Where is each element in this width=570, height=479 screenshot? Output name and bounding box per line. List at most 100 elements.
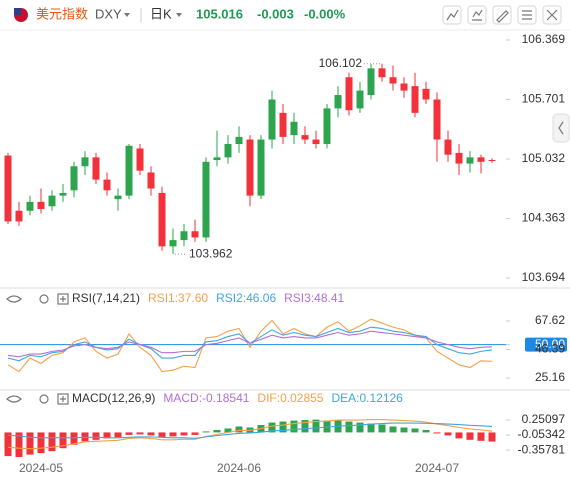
tool-settings[interactable] bbox=[517, 5, 537, 25]
flag-canton bbox=[14, 8, 21, 15]
macd-bar bbox=[4, 432, 12, 457]
candle-body bbox=[389, 77, 397, 84]
macd-bar bbox=[345, 421, 353, 433]
visibility-toggle[interactable] bbox=[6, 295, 22, 303]
y-tick-label: 25.16 bbox=[535, 370, 565, 384]
macd-bar bbox=[488, 432, 496, 442]
tool-draw[interactable] bbox=[442, 5, 462, 25]
period-dropdown[interactable] bbox=[176, 13, 182, 17]
macd-bar bbox=[224, 428, 232, 433]
tool-pen[interactable] bbox=[492, 5, 512, 25]
index-symbol[interactable]: DXY bbox=[95, 6, 122, 21]
indicator-title: RSI(7,14,21) bbox=[72, 291, 140, 305]
candle-body bbox=[466, 157, 474, 164]
macd-bar bbox=[70, 432, 78, 445]
legend-entry: DIF:0.02855 bbox=[257, 391, 323, 405]
macd-bar bbox=[422, 429, 430, 433]
candle-body bbox=[103, 179, 111, 191]
macd-bar bbox=[433, 432, 441, 434]
side-panel-button[interactable] bbox=[552, 113, 570, 143]
indicator-add[interactable] bbox=[57, 393, 69, 405]
macd-bar bbox=[191, 432, 199, 435]
candle-body bbox=[367, 68, 375, 96]
macd-bar bbox=[389, 426, 397, 433]
macd-bar bbox=[114, 432, 122, 438]
macd-bar bbox=[356, 422, 364, 433]
legend-entry: RSI3:48.41 bbox=[284, 291, 344, 305]
tool-draw-glyph bbox=[446, 9, 459, 21]
tool-indicator[interactable] bbox=[467, 5, 487, 25]
header: 美元指数 DXY 日K 105.016 -0.003 -0.00% bbox=[14, 5, 562, 25]
side-panel-arrow bbox=[558, 121, 564, 135]
candle-body bbox=[158, 192, 166, 247]
macd-bar bbox=[213, 429, 221, 433]
macd-bar bbox=[103, 432, 111, 439]
candle-body bbox=[26, 201, 34, 211]
candle-body bbox=[15, 210, 23, 222]
candle-body bbox=[147, 172, 155, 189]
macd-bar bbox=[411, 428, 419, 433]
tool-settings-glyph bbox=[522, 10, 532, 20]
macd-bar bbox=[466, 432, 474, 440]
candle-body bbox=[202, 161, 210, 238]
indicator-add[interactable] bbox=[57, 293, 69, 305]
macd-bar bbox=[26, 432, 34, 455]
macd-panel-tools bbox=[6, 393, 69, 405]
candle-body bbox=[169, 240, 177, 247]
y-tick-label: 50.00 bbox=[535, 337, 565, 351]
candle-body bbox=[213, 157, 221, 161]
candle-body bbox=[4, 155, 12, 222]
macd-bar bbox=[136, 432, 144, 435]
macd-bar bbox=[400, 427, 408, 433]
macd-bar bbox=[268, 422, 276, 433]
indicator-line bbox=[7, 422, 493, 439]
candle-body bbox=[378, 68, 386, 78]
symbol-dropdown[interactable] bbox=[124, 13, 130, 17]
indicator-line bbox=[7, 326, 493, 362]
candle-body bbox=[279, 112, 287, 137]
tool-fullscreen-glyph bbox=[546, 9, 558, 21]
macd-bar bbox=[367, 423, 375, 433]
macd-bar bbox=[444, 432, 452, 436]
candle-body bbox=[257, 139, 265, 196]
candle-body bbox=[356, 90, 364, 109]
macd-bar bbox=[378, 424, 386, 433]
indicator-add-glyph bbox=[60, 396, 66, 402]
indicator-line bbox=[7, 419, 493, 450]
price: 105.016 bbox=[196, 6, 243, 21]
toolbar bbox=[442, 5, 562, 25]
macd-bar bbox=[158, 432, 166, 438]
candle-body bbox=[224, 144, 232, 158]
candle-body bbox=[180, 231, 188, 241]
candle-body bbox=[268, 99, 276, 140]
y-tick-label: -0.35781 bbox=[518, 442, 566, 456]
legend-entry: RSI2:46.06 bbox=[216, 291, 276, 305]
legend-entry: DEA:0.12126 bbox=[331, 391, 403, 405]
index-name[interactable]: 美元指数 bbox=[36, 6, 88, 21]
candle-body bbox=[246, 139, 254, 196]
candle-body bbox=[59, 192, 67, 196]
indicator-settings[interactable] bbox=[39, 394, 49, 404]
tool-fullscreen[interactable] bbox=[542, 5, 562, 25]
candle-body bbox=[191, 231, 199, 238]
x-tick-label: 2024-07 bbox=[415, 461, 459, 475]
period[interactable]: 日K bbox=[150, 6, 172, 21]
candle-body bbox=[444, 139, 452, 155]
visibility-toggle[interactable] bbox=[6, 395, 22, 403]
candle-body bbox=[433, 99, 441, 140]
candle-body bbox=[422, 88, 430, 100]
macd-bar bbox=[279, 421, 287, 433]
candle-body bbox=[488, 160, 496, 162]
candle-body bbox=[477, 157, 485, 162]
candle-body bbox=[235, 136, 243, 145]
y-tick-label: 105.032 bbox=[522, 151, 566, 165]
indicator-line bbox=[7, 318, 493, 373]
y-tick-label: 0.25097 bbox=[522, 412, 566, 426]
macd-bar bbox=[202, 431, 210, 433]
y-tick-highlight bbox=[525, 337, 567, 352]
indicator-settings[interactable] bbox=[39, 294, 49, 304]
macd-bar bbox=[235, 426, 243, 433]
macd-bar bbox=[312, 419, 320, 433]
y-tick-label: -0.05342 bbox=[518, 427, 566, 441]
